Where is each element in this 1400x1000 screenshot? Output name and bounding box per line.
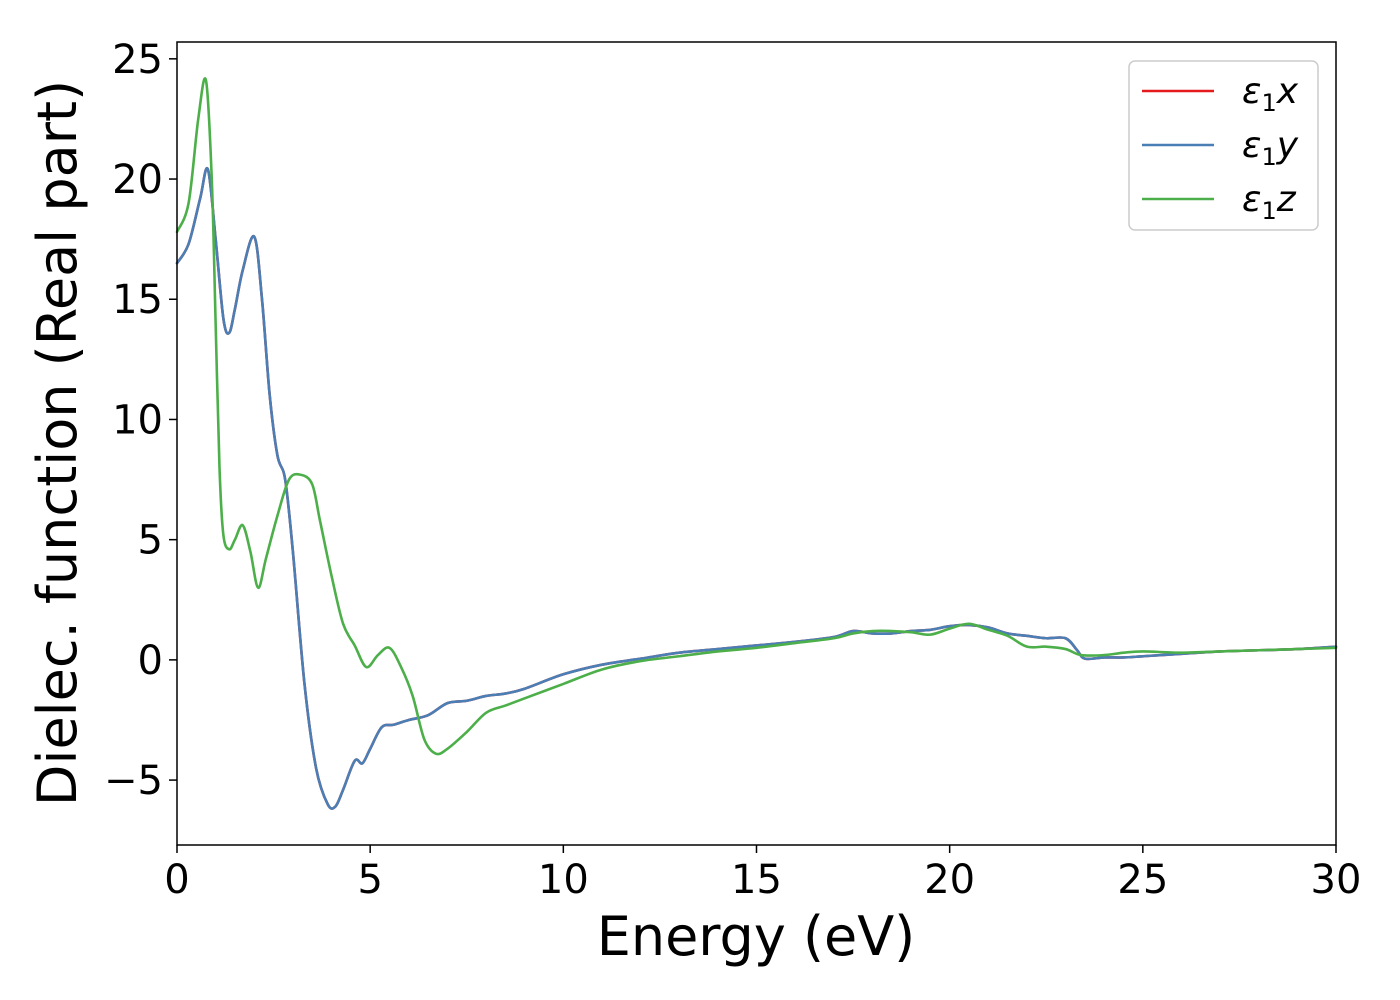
y-tick-label: −5: [104, 758, 163, 804]
y-tick-label: 20: [112, 157, 163, 203]
x-tick-label: 20: [924, 857, 975, 903]
y-tick-label: 15: [112, 277, 163, 323]
series-line-z: [175, 77, 1338, 756]
legend-label-x: ε1x: [1242, 71, 1299, 117]
y-tick-label: 5: [138, 518, 163, 564]
x-axis-ticks: 0 5 10 15 20 25 30: [164, 845, 1361, 903]
x-tick-label: 25: [1117, 857, 1168, 903]
y-axis-ticks: −5 0 5 10 15 20 25: [104, 37, 177, 804]
legend-label-z: ε1z: [1242, 179, 1297, 225]
y-tick-label: 0: [138, 638, 163, 684]
legend: ε1x ε1y ε1z: [1128, 60, 1319, 231]
x-tick-label: 5: [357, 857, 382, 903]
x-tick-label: 30: [1311, 857, 1362, 903]
x-tick-label: 0: [164, 857, 189, 903]
y-axis-label: Dielec. function (Real part): [26, 80, 89, 806]
legend-label-y: ε1y: [1242, 125, 1299, 171]
x-axis-label: Energy (eV): [597, 905, 916, 968]
x-tick-label: 15: [731, 857, 782, 903]
y-tick-label: 25: [112, 37, 163, 83]
series-line-y: [175, 166, 1338, 810]
y-tick-label: 10: [112, 397, 163, 443]
series-layer: [175, 77, 1338, 810]
x-tick-label: 10: [538, 857, 589, 903]
legend-box: [1128, 60, 1319, 231]
